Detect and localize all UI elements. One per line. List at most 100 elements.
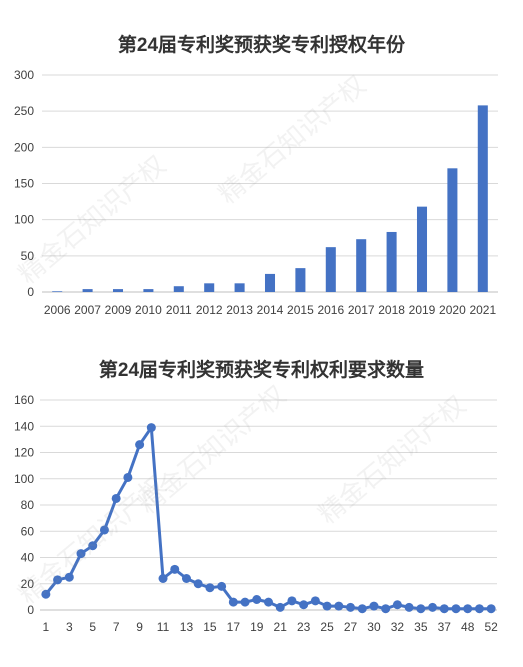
data-point [193,579,203,589]
bar [204,283,215,292]
x-tick-label: 2020 [439,303,466,317]
x-tick-label: 7 [113,620,120,634]
y-tick-label: 250 [14,104,34,118]
x-tick-label: 2009 [105,303,132,317]
y-tick-label: 120 [14,446,34,460]
x-tick-label: 17 [227,620,241,634]
data-point [53,575,63,585]
data-point [264,597,273,607]
data-point [404,602,414,612]
x-tick-label: 3 [66,620,73,634]
x-tick-label: 48 [461,620,475,634]
x-tick-label: 25 [320,620,334,634]
data-point [439,604,449,614]
bar-chart-svg: 0 50 100 150 200 250 300 2006 2007 2009 2010 2011 20… [14,68,498,317]
bar [295,268,306,292]
x-tick-label: 52 [484,620,498,634]
x-tick-label: 2011 [166,303,192,317]
x-tick-label: 13 [180,620,194,634]
bar [52,291,63,292]
x-tick-label: 19 [250,620,264,634]
data-point [158,574,168,583]
bar [143,289,154,292]
x-tick-label: 2017 [348,303,375,317]
data-point [123,472,133,482]
x-tick-label: 37 [438,620,452,634]
y-tick-label: 300 [14,68,34,82]
y-tick-label: 100 [14,213,34,227]
data-point [486,604,496,614]
chart-title: 第24届专利奖预获奖专利权利要求数量 [98,360,425,381]
data-point [392,600,402,610]
y-tick-label: 140 [14,419,34,433]
x-tick-label: 2018 [378,303,405,317]
bar [416,206,428,292]
data-point [41,589,51,599]
x-tick-label: 1 [43,620,50,634]
bar [477,105,488,292]
data-point [357,604,367,614]
data-point [228,597,238,607]
x-tick-label: 2016 [317,303,344,317]
bar [82,289,93,292]
x-tick-label: 21 [274,620,288,634]
y-tick-label: 160 [14,393,34,407]
x-tick-label: 15 [203,620,217,634]
y-tick-label: 150 [14,177,34,191]
y-tick-label: 0 [27,603,34,617]
bar [386,231,397,292]
data-point [287,596,297,606]
x-tick-label: 32 [391,620,405,634]
bar [325,247,336,292]
x-tick-label: 2015 [287,303,314,317]
data-point [275,602,285,612]
data-point [64,572,74,582]
data-point [381,604,391,614]
series-line [44,426,492,611]
data-point [463,604,473,614]
y-tick-label: 50 [21,249,35,263]
data-point [146,423,156,433]
data-point [416,604,426,614]
data-point [111,493,121,503]
bar [173,286,184,292]
x-tick-label: 2007 [74,303,101,317]
data-point [451,604,461,614]
data-point [99,525,109,535]
bar-chart-grant-year: 第24届专利奖预获奖专利授权年份 0 50 100 150 200 250 300 2006 2… [0,0,523,330]
data-point [205,583,215,593]
x-tick-label: 27 [344,620,358,634]
data-point [135,440,145,450]
data-point [310,596,320,606]
x-tick-label: 9 [136,620,143,634]
y-tick-label: 20 [21,577,35,591]
x-tick-label: 2021 [469,303,496,317]
bar [447,168,458,292]
x-tick-label: 5 [89,620,96,634]
data-point [76,549,86,559]
data-point [299,600,309,610]
data-point [88,541,98,551]
x-tick-label: 11 [157,620,170,634]
data-point [240,597,250,607]
y-tick-label: 40 [21,551,35,565]
bar [264,273,276,292]
y-tick-label: 200 [14,140,34,154]
x-tick-label: 35 [414,620,428,634]
y-tick-label: 60 [21,524,35,538]
data-point [369,601,379,611]
y-tick-label: 100 [14,472,34,486]
bar [234,283,245,292]
x-tick-label: 2010 [135,303,162,317]
x-tick-label: 2019 [409,303,436,317]
x-tick-label: 2012 [196,303,223,317]
data-point [428,602,438,612]
data-point [217,581,227,591]
data-point [334,601,344,611]
x-tick-label: 2014 [257,303,284,317]
data-point [346,602,356,612]
y-tick-label: 0 [27,285,34,299]
data-point [170,564,180,574]
x-tick-label: 30 [367,620,381,634]
y-tick-label: 80 [21,498,35,512]
